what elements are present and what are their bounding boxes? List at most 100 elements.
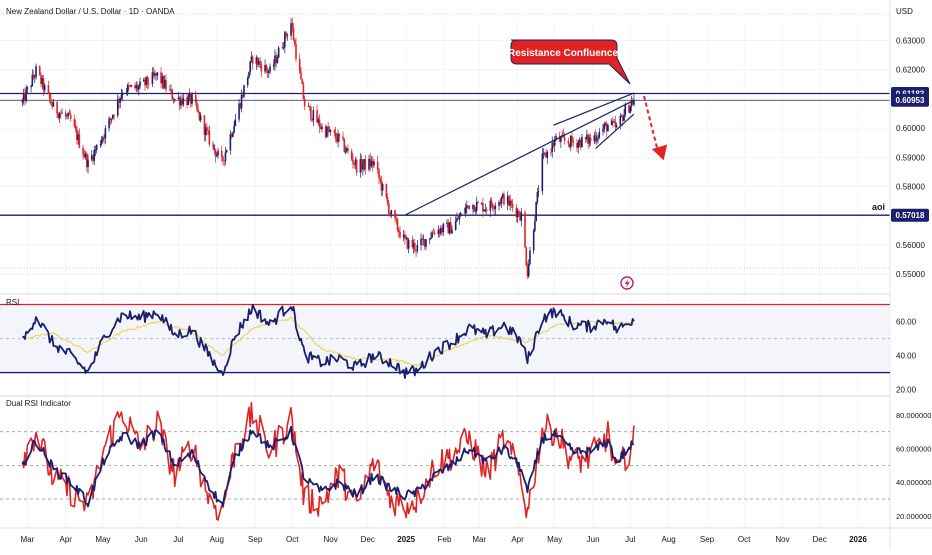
price-tick-label: 0.60000 bbox=[896, 124, 925, 133]
candle-body bbox=[302, 84, 305, 99]
candle-body bbox=[93, 150, 96, 161]
candle-body bbox=[129, 86, 131, 87]
candle-body bbox=[454, 221, 457, 230]
candle-body bbox=[214, 149, 217, 157]
candle-body bbox=[498, 202, 500, 206]
candle-body bbox=[552, 142, 555, 146]
candle-body bbox=[489, 200, 492, 211]
candle-body bbox=[155, 73, 157, 76]
time-tick-label: Jun bbox=[135, 535, 148, 544]
time-tick-label: 2026 bbox=[849, 535, 867, 544]
candle-body bbox=[38, 66, 41, 75]
dual-rsi-pane bbox=[0, 401, 890, 521]
candle-body bbox=[388, 203, 390, 214]
candle-body bbox=[457, 218, 459, 220]
candle-body bbox=[577, 142, 580, 148]
candle-body bbox=[177, 97, 180, 99]
candle-body bbox=[276, 57, 279, 63]
candle-body bbox=[386, 197, 389, 204]
price-label-box bbox=[891, 93, 929, 107]
candle-body bbox=[472, 205, 474, 210]
candle-body bbox=[485, 209, 488, 211]
candle-body bbox=[275, 55, 277, 63]
candle-body bbox=[168, 89, 171, 91]
candle-body bbox=[328, 131, 331, 133]
candle-body bbox=[188, 93, 191, 97]
candle-body bbox=[182, 97, 185, 105]
candle-body bbox=[550, 151, 552, 153]
candle-body bbox=[24, 93, 26, 102]
candle-body bbox=[428, 238, 431, 240]
candle-body bbox=[135, 85, 138, 89]
candle-body bbox=[370, 160, 373, 167]
candle-body bbox=[527, 264, 530, 277]
candle-body bbox=[344, 151, 347, 152]
candle-body bbox=[269, 66, 271, 72]
candle-body bbox=[560, 137, 562, 142]
candle-body bbox=[154, 73, 156, 76]
candle-body bbox=[518, 210, 520, 217]
candle-body bbox=[147, 83, 150, 85]
candle-body bbox=[285, 32, 287, 37]
candle-body bbox=[406, 237, 409, 249]
candle-body bbox=[446, 222, 448, 224]
dual-rsi-tick-label: 20.000000 bbox=[896, 512, 931, 521]
candle-body bbox=[456, 218, 458, 222]
time-tick-label: Jun bbox=[587, 535, 600, 544]
candle-body bbox=[284, 32, 286, 47]
candle-body bbox=[535, 201, 537, 222]
candle-body bbox=[576, 142, 578, 148]
candle-body bbox=[511, 203, 514, 208]
candle-body bbox=[35, 66, 37, 77]
candle-body bbox=[293, 40, 296, 44]
candle-body bbox=[524, 212, 526, 248]
candle-body bbox=[395, 218, 398, 220]
candle-body bbox=[203, 115, 206, 136]
candle-body bbox=[239, 103, 242, 109]
candle-body bbox=[139, 81, 141, 87]
candle-body bbox=[144, 79, 146, 86]
trendline bbox=[595, 113, 635, 149]
candle-body bbox=[300, 71, 302, 80]
lightning-icon[interactable] bbox=[620, 276, 634, 290]
candle-body bbox=[308, 105, 311, 107]
candle-body bbox=[411, 239, 414, 248]
candle-body bbox=[26, 87, 29, 90]
candle-body bbox=[568, 143, 571, 148]
candle-body bbox=[515, 207, 518, 218]
candle-body bbox=[623, 114, 625, 121]
candle-body bbox=[90, 155, 93, 160]
time-tick-label: Dec bbox=[813, 535, 827, 544]
candle-body bbox=[587, 134, 589, 144]
candle-body bbox=[146, 76, 149, 84]
projection-line bbox=[642, 95, 659, 151]
candle-body bbox=[546, 151, 549, 158]
candle-body bbox=[103, 137, 105, 139]
candle-body bbox=[503, 194, 505, 205]
time-tick-label: Mar bbox=[472, 535, 486, 544]
candle-body bbox=[570, 136, 572, 148]
candle-body bbox=[596, 138, 598, 142]
candle-body bbox=[232, 132, 234, 137]
candle-body bbox=[66, 115, 68, 117]
time-tick-label: Aug bbox=[210, 535, 224, 544]
time-tick-label: Oct bbox=[738, 535, 751, 544]
candle-body bbox=[25, 89, 27, 102]
candle-body bbox=[353, 163, 355, 165]
candle-body bbox=[32, 74, 35, 78]
candle-body bbox=[266, 69, 269, 73]
candle-body bbox=[290, 23, 292, 36]
candle-body bbox=[281, 47, 284, 49]
candle-body bbox=[402, 234, 405, 238]
candle-body bbox=[291, 23, 294, 28]
candle-body bbox=[324, 126, 327, 137]
candle-body bbox=[579, 139, 582, 148]
candle-body bbox=[223, 160, 226, 162]
candle-body bbox=[321, 126, 323, 129]
price-tick-label: 0.63000 bbox=[896, 36, 925, 45]
candle-body bbox=[352, 159, 354, 164]
resistance-callout: Resistance Confluence bbox=[508, 39, 631, 85]
candle-body bbox=[84, 153, 87, 158]
